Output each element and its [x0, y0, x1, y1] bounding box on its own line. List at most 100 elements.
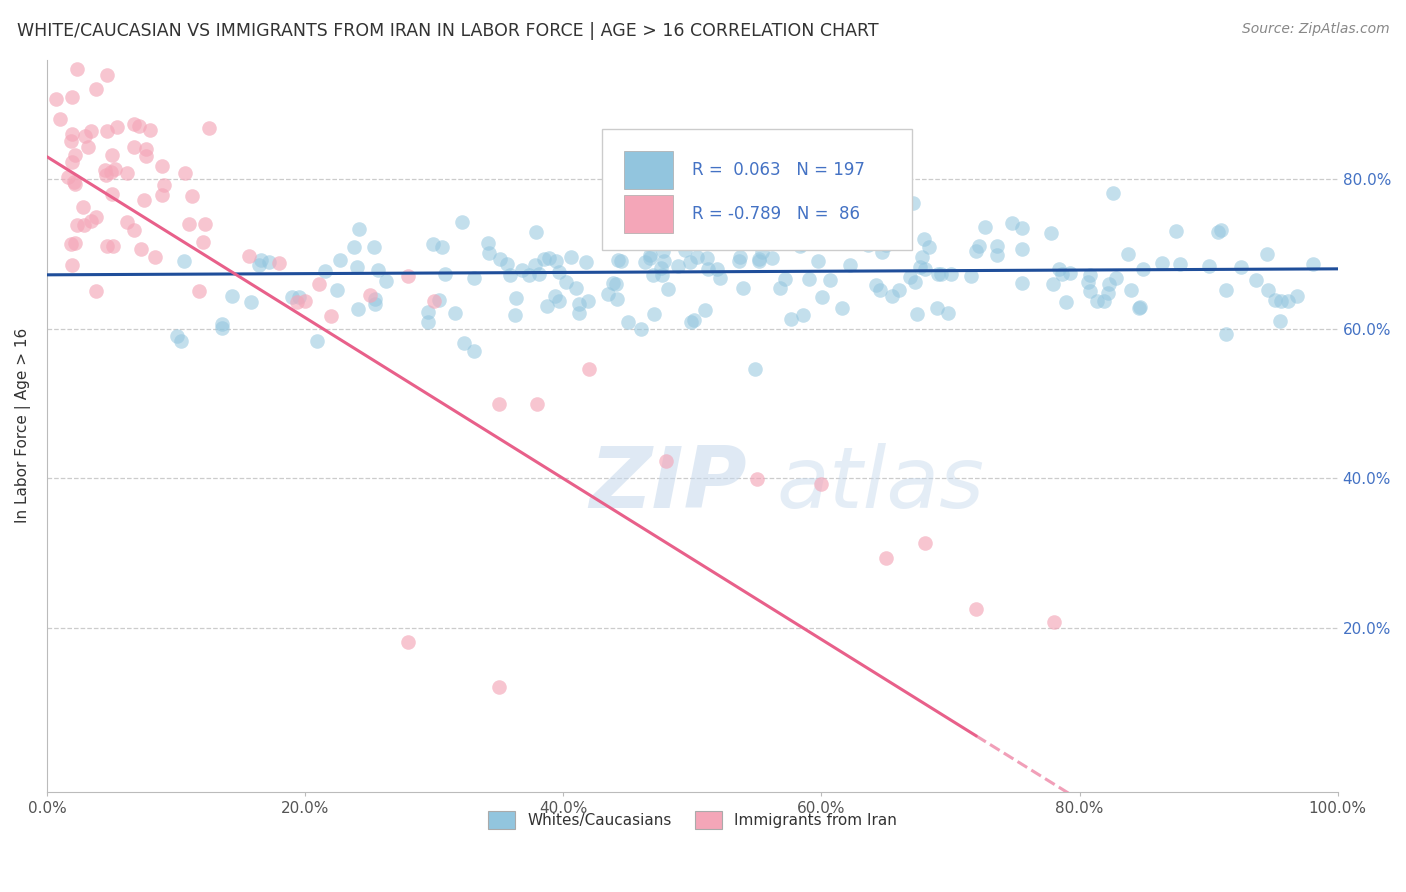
Point	[730, 250, 752, 264]
Point	[1230, 260, 1253, 274]
Point	[496, 257, 519, 271]
Point	[122, 140, 145, 154]
Point	[347, 302, 370, 317]
Point	[537, 251, 560, 265]
Point	[375, 274, 398, 288]
Point	[565, 281, 588, 295]
Point	[870, 244, 893, 259]
Point	[879, 235, 901, 250]
Point	[80, 214, 103, 228]
Point	[1215, 283, 1237, 297]
Point	[247, 259, 270, 273]
Point	[63, 236, 86, 251]
Point	[396, 268, 419, 283]
Point	[1168, 257, 1191, 271]
Point	[560, 250, 582, 264]
Text: atlas: atlas	[776, 442, 984, 526]
Point	[221, 289, 243, 303]
Point	[524, 225, 547, 239]
Point	[150, 188, 173, 202]
Point	[488, 397, 510, 411]
Point	[641, 210, 664, 224]
Point	[180, 189, 202, 203]
Point	[1039, 226, 1062, 240]
Point	[1078, 285, 1101, 299]
Point	[453, 335, 475, 350]
Point	[63, 175, 86, 189]
Point	[606, 292, 628, 306]
Point	[914, 536, 936, 550]
Point	[931, 267, 953, 281]
Point	[499, 268, 522, 282]
Point	[640, 251, 662, 265]
Point	[100, 165, 122, 179]
Point	[637, 237, 659, 252]
Point	[433, 267, 456, 281]
Point	[533, 252, 555, 266]
Point	[477, 236, 499, 251]
Point	[598, 287, 620, 301]
Point	[683, 313, 706, 327]
Point	[792, 236, 814, 251]
Point	[343, 240, 366, 254]
Point	[122, 117, 145, 131]
Point	[1050, 267, 1073, 281]
Point	[638, 248, 661, 262]
Point	[269, 256, 291, 270]
FancyBboxPatch shape	[624, 195, 673, 233]
Point	[668, 259, 690, 273]
Point	[510, 263, 533, 277]
Point	[122, 223, 145, 237]
Point	[101, 239, 124, 253]
Point	[912, 232, 935, 246]
Point	[517, 268, 540, 282]
Point	[903, 196, 925, 211]
Point	[651, 244, 673, 258]
Point	[319, 309, 342, 323]
Text: R =  0.063   N = 197: R = 0.063 N = 197	[692, 161, 865, 179]
Point	[1011, 277, 1033, 291]
Point	[56, 170, 79, 185]
Y-axis label: In Labor Force | Age > 16: In Labor Force | Age > 16	[15, 328, 31, 524]
Point	[744, 362, 766, 376]
Point	[478, 246, 501, 260]
Point	[965, 244, 987, 258]
Point	[1078, 268, 1101, 282]
Point	[105, 120, 128, 135]
Point	[810, 477, 832, 491]
Point	[463, 270, 485, 285]
Point	[211, 317, 233, 331]
Point	[754, 219, 776, 234]
Point	[693, 302, 716, 317]
Point	[281, 290, 304, 304]
Point	[911, 250, 934, 264]
Point	[66, 62, 89, 77]
Point	[1129, 300, 1152, 314]
Point	[548, 294, 571, 309]
Point	[939, 267, 962, 281]
Point	[1166, 224, 1188, 238]
Point	[416, 305, 439, 319]
Point	[1198, 259, 1220, 273]
Point	[908, 260, 931, 274]
Point	[652, 254, 675, 268]
Point	[188, 284, 211, 298]
Point	[697, 261, 720, 276]
Point	[60, 134, 83, 148]
Point	[748, 252, 770, 266]
Point	[880, 289, 903, 303]
Point	[1257, 284, 1279, 298]
Point	[879, 234, 901, 248]
Point	[607, 252, 630, 267]
Point	[1097, 285, 1119, 300]
Point	[724, 214, 747, 228]
Point	[544, 289, 567, 303]
Point	[174, 166, 197, 180]
Point	[143, 250, 166, 264]
Point	[617, 315, 640, 329]
Point	[1132, 262, 1154, 277]
Point	[73, 218, 96, 232]
Point	[709, 270, 731, 285]
Point	[240, 295, 263, 310]
Point	[733, 281, 755, 295]
